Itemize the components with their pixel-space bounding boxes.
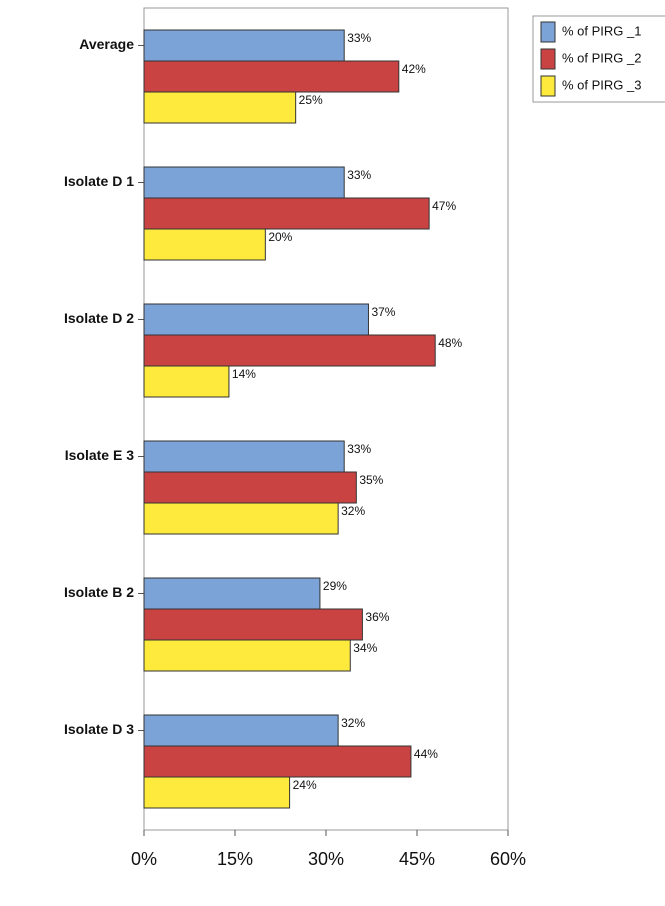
- legend-label: % of PIRG _3: [562, 77, 641, 92]
- x-tick-label: 30%: [308, 849, 344, 869]
- bar: [143, 608, 363, 641]
- bar: [143, 577, 321, 610]
- legend-swatch: [540, 75, 556, 97]
- value-label: 25%: [299, 93, 323, 107]
- value-label: 32%: [341, 716, 365, 730]
- legend-label: % of PIRG _1: [562, 23, 641, 38]
- y-tick-label: Average: [79, 36, 134, 52]
- bar: [143, 228, 266, 261]
- value-label: 14%: [232, 367, 256, 381]
- value-label: 47%: [432, 199, 456, 213]
- bar: [143, 29, 345, 62]
- bar: [143, 303, 369, 336]
- bar: [143, 365, 230, 398]
- x-tick-label: 60%: [490, 849, 526, 869]
- value-label: 32%: [341, 504, 365, 518]
- bar: [143, 471, 357, 504]
- y-tick-label: Isolate D 2: [64, 310, 134, 326]
- x-tick-label: 0%: [131, 849, 157, 869]
- bar: [143, 745, 412, 778]
- bar: [143, 197, 430, 230]
- value-label: 48%: [438, 336, 462, 350]
- bar: [143, 440, 345, 473]
- bar: [143, 334, 436, 367]
- bar: [143, 502, 339, 535]
- y-tick-label: Isolate D 3: [64, 721, 134, 737]
- value-label: 33%: [347, 442, 371, 456]
- value-label: 24%: [293, 778, 317, 792]
- bar: [143, 166, 345, 199]
- legend-swatch: [540, 21, 556, 43]
- value-label: 35%: [359, 473, 383, 487]
- bar: [143, 776, 291, 809]
- value-label: 42%: [402, 62, 426, 76]
- value-label: 36%: [365, 610, 389, 624]
- legend-label: % of PIRG _2: [562, 50, 641, 65]
- value-label: 20%: [268, 230, 292, 244]
- legend-swatch: [540, 48, 556, 70]
- y-tick-label: Isolate D 1: [64, 173, 134, 189]
- bar: [143, 91, 297, 124]
- y-tick-label: Isolate E 3: [65, 447, 134, 463]
- value-label: 29%: [323, 579, 347, 593]
- value-label: 37%: [371, 305, 395, 319]
- bar: [143, 60, 400, 93]
- value-label: 44%: [414, 747, 438, 761]
- value-label: 34%: [353, 641, 377, 655]
- y-tick-label: Isolate B 2: [64, 584, 134, 600]
- bar: [143, 714, 339, 747]
- value-label: 33%: [347, 168, 371, 182]
- plot-area: [143, 7, 509, 831]
- x-tick-label: 15%: [217, 849, 253, 869]
- bar: [143, 639, 351, 672]
- x-tick-label: 45%: [399, 849, 435, 869]
- value-label: 33%: [347, 31, 371, 45]
